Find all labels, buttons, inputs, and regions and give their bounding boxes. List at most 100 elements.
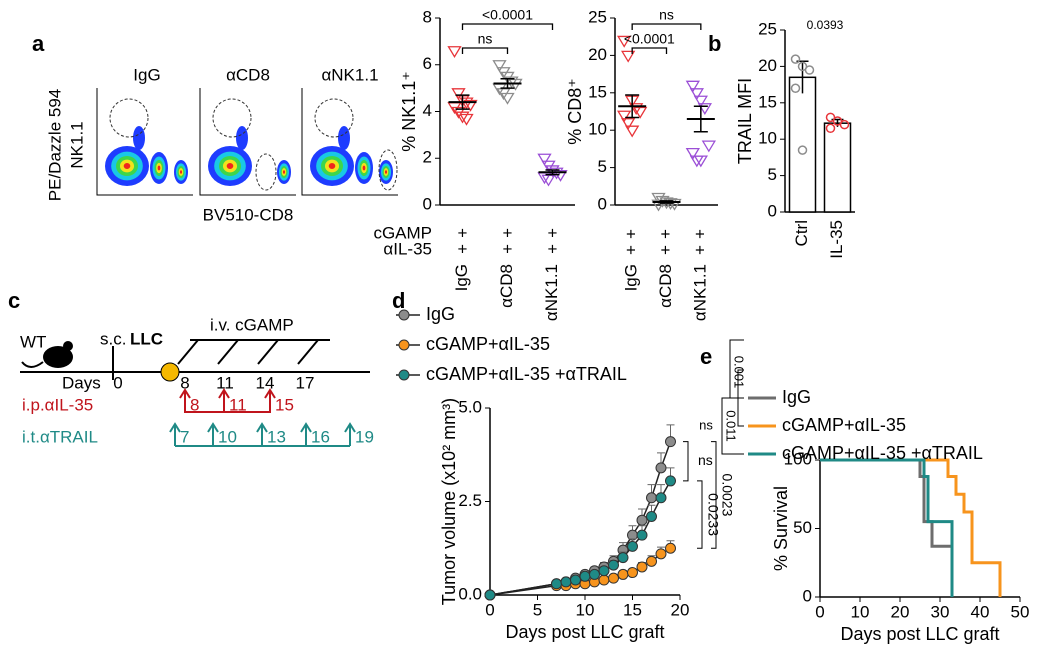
marker bbox=[627, 567, 638, 579]
x-tick-label: 40 bbox=[971, 602, 990, 621]
bar bbox=[788, 76, 817, 213]
treatment-sign: + bbox=[503, 239, 513, 258]
flow-y-label: PE/Dazzle 594 bbox=[45, 89, 64, 201]
point bbox=[701, 140, 716, 153]
category-label: Ctrl bbox=[792, 220, 811, 246]
point bbox=[617, 110, 632, 123]
flow-x-label: BV510-CD8 bbox=[203, 205, 294, 224]
marker bbox=[579, 570, 591, 582]
ip-day: 11 bbox=[229, 395, 247, 414]
flow-density bbox=[362, 165, 366, 171]
error-bar bbox=[693, 105, 708, 133]
x-tick-label: 20 bbox=[671, 600, 690, 619]
p-value: 0.0393 bbox=[807, 18, 844, 32]
comparison-label: ns bbox=[478, 31, 493, 47]
error-bar bbox=[659, 200, 674, 204]
ip-arrow bbox=[179, 388, 191, 412]
y-tick-label: 8 bbox=[423, 7, 432, 26]
flow-axes bbox=[301, 88, 398, 196]
point bbox=[447, 46, 462, 58]
flow-gate bbox=[212, 98, 252, 138]
marker bbox=[617, 552, 629, 564]
marker bbox=[560, 576, 572, 588]
treatment-label: i.v. cGAMP bbox=[210, 315, 294, 334]
it-day: 7 bbox=[180, 427, 189, 446]
marker bbox=[655, 548, 667, 560]
panel-letter: a bbox=[32, 31, 45, 56]
treatment-sign: + bbox=[656, 229, 675, 239]
marker bbox=[589, 568, 600, 580]
it-day: 10 bbox=[218, 427, 237, 446]
it-day: 13 bbox=[267, 427, 286, 446]
point bbox=[492, 60, 507, 73]
point bbox=[621, 118, 636, 130]
point bbox=[459, 113, 474, 126]
comparison-label: 0.011 bbox=[724, 410, 739, 442]
y-tick-label: 5 bbox=[768, 165, 777, 184]
ip-label: i.p.αIL-35 bbox=[22, 395, 93, 414]
y-axis-label: TRAIL MFI bbox=[735, 78, 755, 164]
x-tick-label: 50 bbox=[1011, 602, 1030, 621]
point bbox=[685, 147, 700, 160]
y-tick-label: 5 bbox=[598, 157, 607, 176]
comparison-bracket bbox=[461, 23, 554, 30]
error-bar bbox=[625, 94, 640, 119]
x-tick-label: 20 bbox=[891, 602, 910, 621]
schedule: WT s.c. LLC i.v. cGAMP Days 0 8 11 14 17… bbox=[20, 315, 370, 446]
comparison-bracket bbox=[697, 480, 703, 549]
flow-title: αCD8 bbox=[226, 65, 270, 84]
point bbox=[839, 119, 850, 130]
legend-marker bbox=[398, 339, 410, 351]
marker bbox=[665, 436, 676, 448]
x-tick-label: 30 bbox=[931, 602, 950, 621]
flow-gate bbox=[314, 98, 354, 138]
y-tick-label: 0 bbox=[768, 201, 777, 220]
it-label: i.t.αTRAIL bbox=[22, 427, 98, 446]
comparison-label: ns bbox=[698, 452, 713, 468]
comparison-bracket bbox=[461, 47, 509, 54]
survival-line bbox=[820, 458, 954, 597]
day-label: 17 bbox=[296, 373, 315, 392]
point bbox=[621, 50, 636, 63]
x-axis-label: Days post LLC graft bbox=[840, 624, 999, 644]
bar bbox=[823, 122, 852, 213]
day-label: 11 bbox=[216, 373, 234, 392]
flow-density bbox=[123, 163, 131, 169]
ip-day: 8 bbox=[190, 395, 199, 414]
y-tick-label: 25 bbox=[758, 19, 777, 38]
comparison-label: <0.0001 bbox=[624, 31, 675, 47]
x-tick-label: 15 bbox=[623, 600, 642, 619]
it-arrow bbox=[207, 422, 219, 446]
y-tick-label: 20 bbox=[758, 56, 777, 75]
it-arrow bbox=[169, 422, 181, 446]
marker bbox=[636, 514, 648, 526]
legend-label: cGAMP+αIL-35 +αTRAIL bbox=[426, 364, 627, 384]
treatment-sign: + bbox=[622, 229, 641, 239]
x-tick-label: 10 bbox=[576, 600, 595, 619]
point bbox=[629, 103, 644, 116]
legend-label: cGAMP+αIL-35 +αTRAIL bbox=[782, 443, 983, 463]
point bbox=[537, 153, 552, 166]
marker bbox=[627, 540, 638, 552]
point bbox=[689, 88, 704, 101]
marker bbox=[655, 462, 667, 474]
comparison-bracket bbox=[631, 47, 668, 54]
y-tick-label: 2.5 bbox=[458, 491, 482, 510]
flow-title: αNK1.1 bbox=[321, 65, 378, 84]
legend-label: cGAMP+αIL-35 bbox=[782, 415, 906, 435]
y-axis-label: % NK1.1⁺ bbox=[399, 71, 419, 152]
legend-label: cGAMP+αIL-35 bbox=[426, 334, 550, 354]
flow-density bbox=[338, 126, 350, 150]
comparison-label: 0.0023 bbox=[719, 474, 735, 517]
flow-density bbox=[384, 170, 388, 174]
y-tick-label: 10 bbox=[758, 129, 777, 148]
treatment-sign: + bbox=[656, 245, 675, 255]
marker bbox=[608, 559, 619, 571]
flow-density bbox=[282, 170, 286, 174]
point bbox=[625, 125, 640, 138]
flow-axes bbox=[96, 88, 193, 196]
y-tick-label: 10 bbox=[588, 120, 607, 139]
survival-line bbox=[820, 458, 1002, 597]
treatment-sign: + bbox=[458, 223, 468, 242]
